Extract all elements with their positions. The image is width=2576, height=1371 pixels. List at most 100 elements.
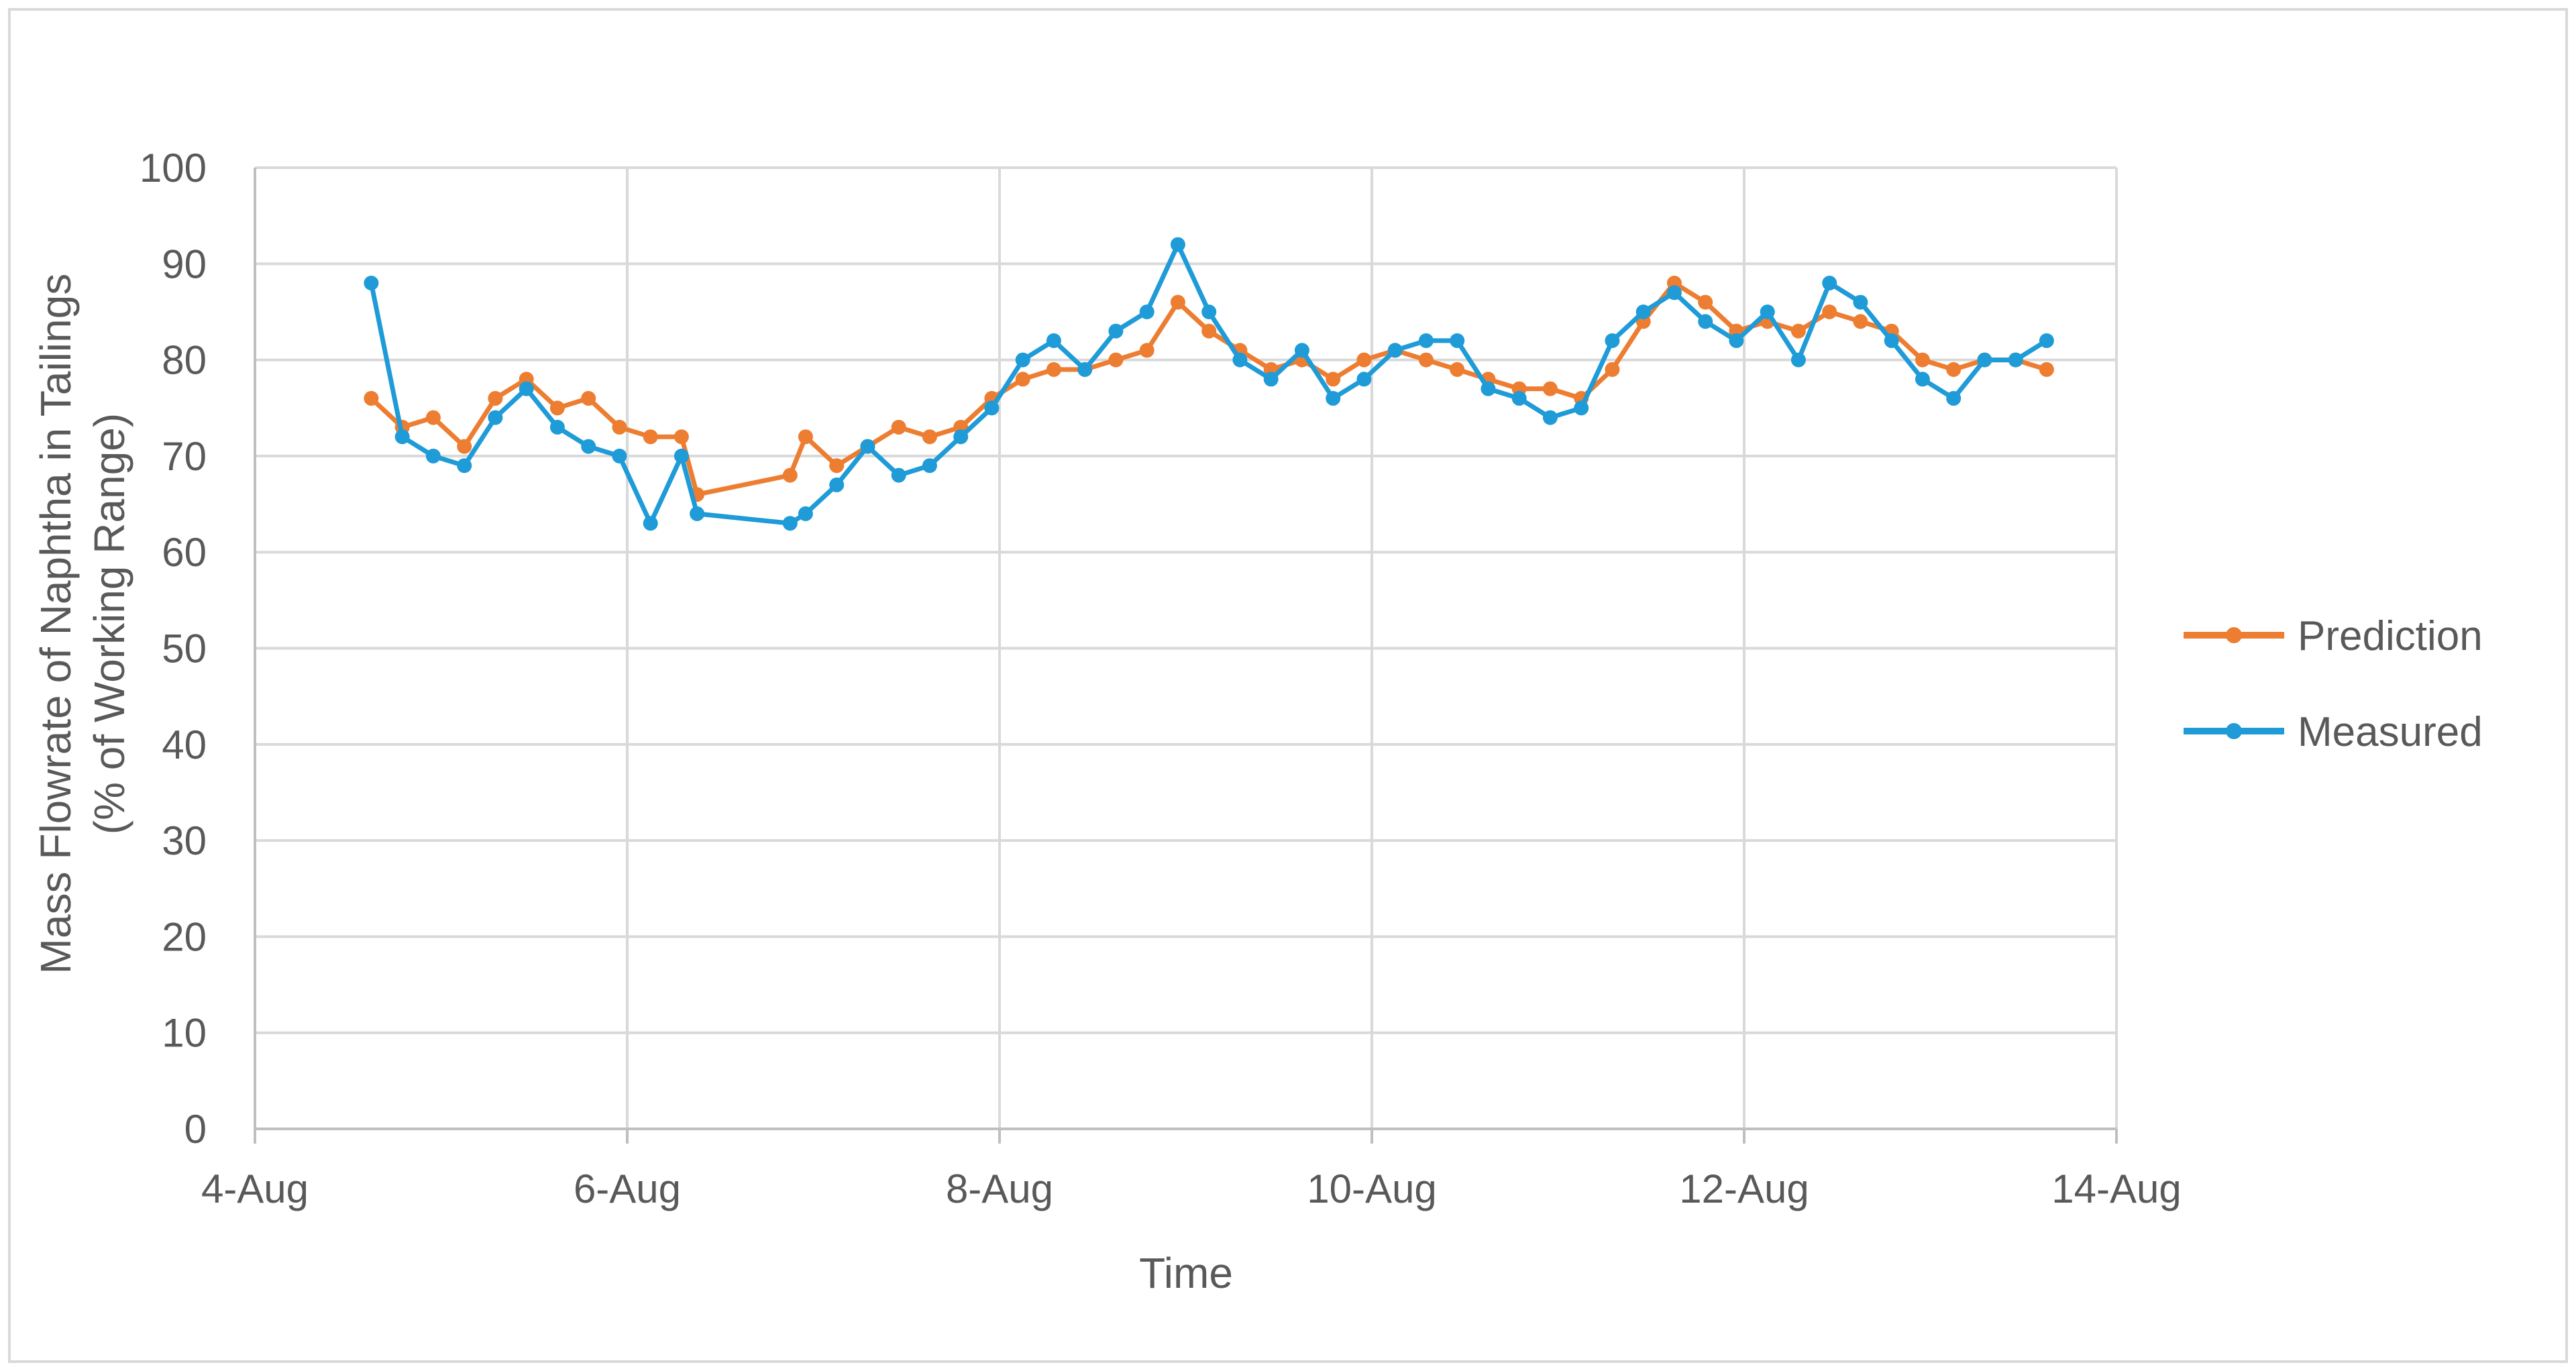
data-point-measured <box>2039 333 2054 348</box>
data-point-measured <box>1481 381 1496 396</box>
data-point-measured <box>1294 343 1309 358</box>
data-point-prediction <box>798 429 813 445</box>
data-point-prediction <box>922 429 937 445</box>
x-tick-label: 8-Aug <box>946 1166 1053 1211</box>
data-point-measured <box>1326 390 1341 406</box>
y-tick-labels: 0 10 20 30 40 50 60 70 80 90 100 <box>140 146 207 1152</box>
x-axis-label: Time <box>1139 1249 1233 1297</box>
data-point-measured <box>1387 343 1403 358</box>
x-tick-labels: 4-Aug 6-Aug 8-Aug 10-Aug 12-Aug 14-Aug <box>201 1166 2182 1211</box>
data-point-measured <box>1418 333 1434 348</box>
y-tick-label: 30 <box>162 818 207 863</box>
series-measured <box>364 237 2054 531</box>
data-point-prediction <box>1015 372 1030 387</box>
data-point-measured <box>549 419 565 435</box>
data-point-measured <box>829 477 845 492</box>
data-point-measured <box>1108 323 1124 339</box>
data-point-prediction <box>1790 323 1806 339</box>
data-point-measured <box>581 439 596 454</box>
x-tick-label: 10-Aug <box>1307 1166 1436 1211</box>
data-point-measured <box>1729 333 1744 348</box>
legend: Prediction Measured <box>2184 613 2483 755</box>
y-tick-label: 0 <box>184 1107 207 1152</box>
data-point-measured <box>922 458 937 474</box>
y-axis-label-line-2: (% of Working Range) <box>85 413 133 834</box>
data-point-measured <box>674 448 689 463</box>
data-point-measured <box>1915 372 1930 387</box>
y-tick-label: 10 <box>162 1011 207 1056</box>
data-point-prediction <box>2039 362 2054 377</box>
data-point-prediction <box>1822 305 1837 319</box>
data-point-measured <box>612 448 627 463</box>
data-point-measured <box>1698 314 1713 329</box>
data-point-measured <box>1666 285 1682 300</box>
data-point-measured <box>1139 305 1155 319</box>
data-point-measured <box>1822 276 1837 290</box>
data-point-measured <box>1077 362 1093 377</box>
data-point-measured <box>1046 333 1061 348</box>
data-point-measured <box>519 381 534 396</box>
data-point-measured <box>1170 237 1185 252</box>
x-tick-label: 14-Aug <box>2051 1166 2181 1211</box>
data-point-measured <box>1790 352 1806 368</box>
data-point-measured <box>1263 372 1279 387</box>
data-point-prediction <box>782 468 798 483</box>
y-tick-label: 100 <box>140 146 207 190</box>
data-point-measured <box>488 410 503 425</box>
data-point-measured <box>1450 333 1465 348</box>
legend-marker-prediction <box>2226 627 2242 643</box>
data-point-prediction <box>1605 362 1620 377</box>
data-point-measured <box>798 506 813 521</box>
plot-area <box>364 237 2054 531</box>
legend-label-measured: Measured <box>2298 709 2483 755</box>
y-axis-label-line-1: Mass Flowrate of Naphtha in Tailings <box>32 274 80 975</box>
data-point-measured <box>953 429 969 445</box>
data-point-measured <box>1635 305 1651 319</box>
data-point-measured <box>860 439 875 454</box>
data-point-prediction <box>1170 294 1185 310</box>
x-tick-label: 6-Aug <box>574 1166 681 1211</box>
data-point-measured <box>1605 333 1620 348</box>
data-point-prediction <box>1046 362 1061 377</box>
y-tick-label: 70 <box>162 434 207 479</box>
y-tick-label: 80 <box>162 338 207 383</box>
data-point-measured <box>1574 400 1589 416</box>
gridlines <box>255 166 2118 1129</box>
data-point-measured <box>1884 333 1899 348</box>
legend-item-measured: Measured <box>2184 709 2483 755</box>
data-point-prediction <box>1450 362 1465 377</box>
y-tick-label: 50 <box>162 626 207 671</box>
series-line-measured <box>368 242 2048 526</box>
data-point-measured <box>1232 352 1248 368</box>
data-point-prediction <box>1542 381 1558 396</box>
data-point-measured <box>643 516 658 531</box>
data-point-prediction <box>1326 372 1341 387</box>
data-point-prediction <box>1201 323 1217 339</box>
data-point-measured <box>425 448 441 463</box>
axes <box>254 168 2118 1144</box>
data-point-measured <box>1977 352 1992 368</box>
data-point-measured <box>782 516 798 531</box>
y-tick-label: 90 <box>162 241 207 286</box>
data-point-prediction <box>1418 352 1434 368</box>
legend-marker-measured <box>2226 723 2242 739</box>
data-point-prediction <box>581 390 596 406</box>
data-point-prediction <box>1853 314 1868 329</box>
data-point-prediction <box>674 429 689 445</box>
data-point-measured <box>1853 294 1868 310</box>
data-point-prediction <box>457 439 472 454</box>
data-point-measured <box>1511 390 1527 406</box>
data-point-measured <box>1542 410 1558 425</box>
y-tick-label: 40 <box>162 722 207 767</box>
data-point-measured <box>1356 372 1372 387</box>
data-point-prediction <box>425 410 441 425</box>
data-point-prediction <box>1108 352 1124 368</box>
data-point-measured <box>1946 390 1962 406</box>
data-point-measured <box>394 429 410 445</box>
data-point-prediction <box>488 390 503 406</box>
x-tick-label: 12-Aug <box>1679 1166 1809 1211</box>
chart-frame <box>8 8 2568 1363</box>
data-point-prediction <box>1139 343 1155 358</box>
y-tick-label: 20 <box>162 914 207 959</box>
